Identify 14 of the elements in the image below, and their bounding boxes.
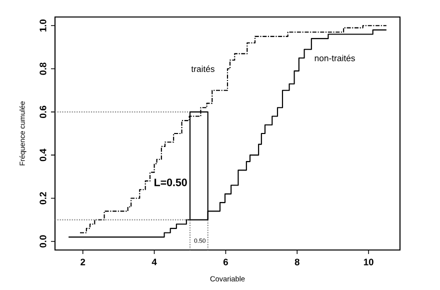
series-label: traités (191, 66, 214, 72)
y-tick-label: 0.4 (40, 148, 46, 162)
x-tick-label: 2 (80, 258, 86, 266)
y-tick-label: 0.2 (40, 192, 46, 204)
annotation: L=0.50 (154, 178, 187, 186)
y-tick-label: 0.0 (40, 235, 46, 248)
x-tick-label: 4 (152, 258, 157, 266)
x-tick-label: 6 (223, 258, 228, 266)
y-tick-label: 0.6 (40, 106, 46, 118)
x-tick-label: 8 (294, 258, 300, 266)
series-label: non-traités (314, 54, 355, 62)
x-tick-label: 10 (364, 258, 374, 266)
y-tick-label: 1.0 (40, 20, 46, 32)
y-tick-label: 0.8 (40, 62, 46, 75)
